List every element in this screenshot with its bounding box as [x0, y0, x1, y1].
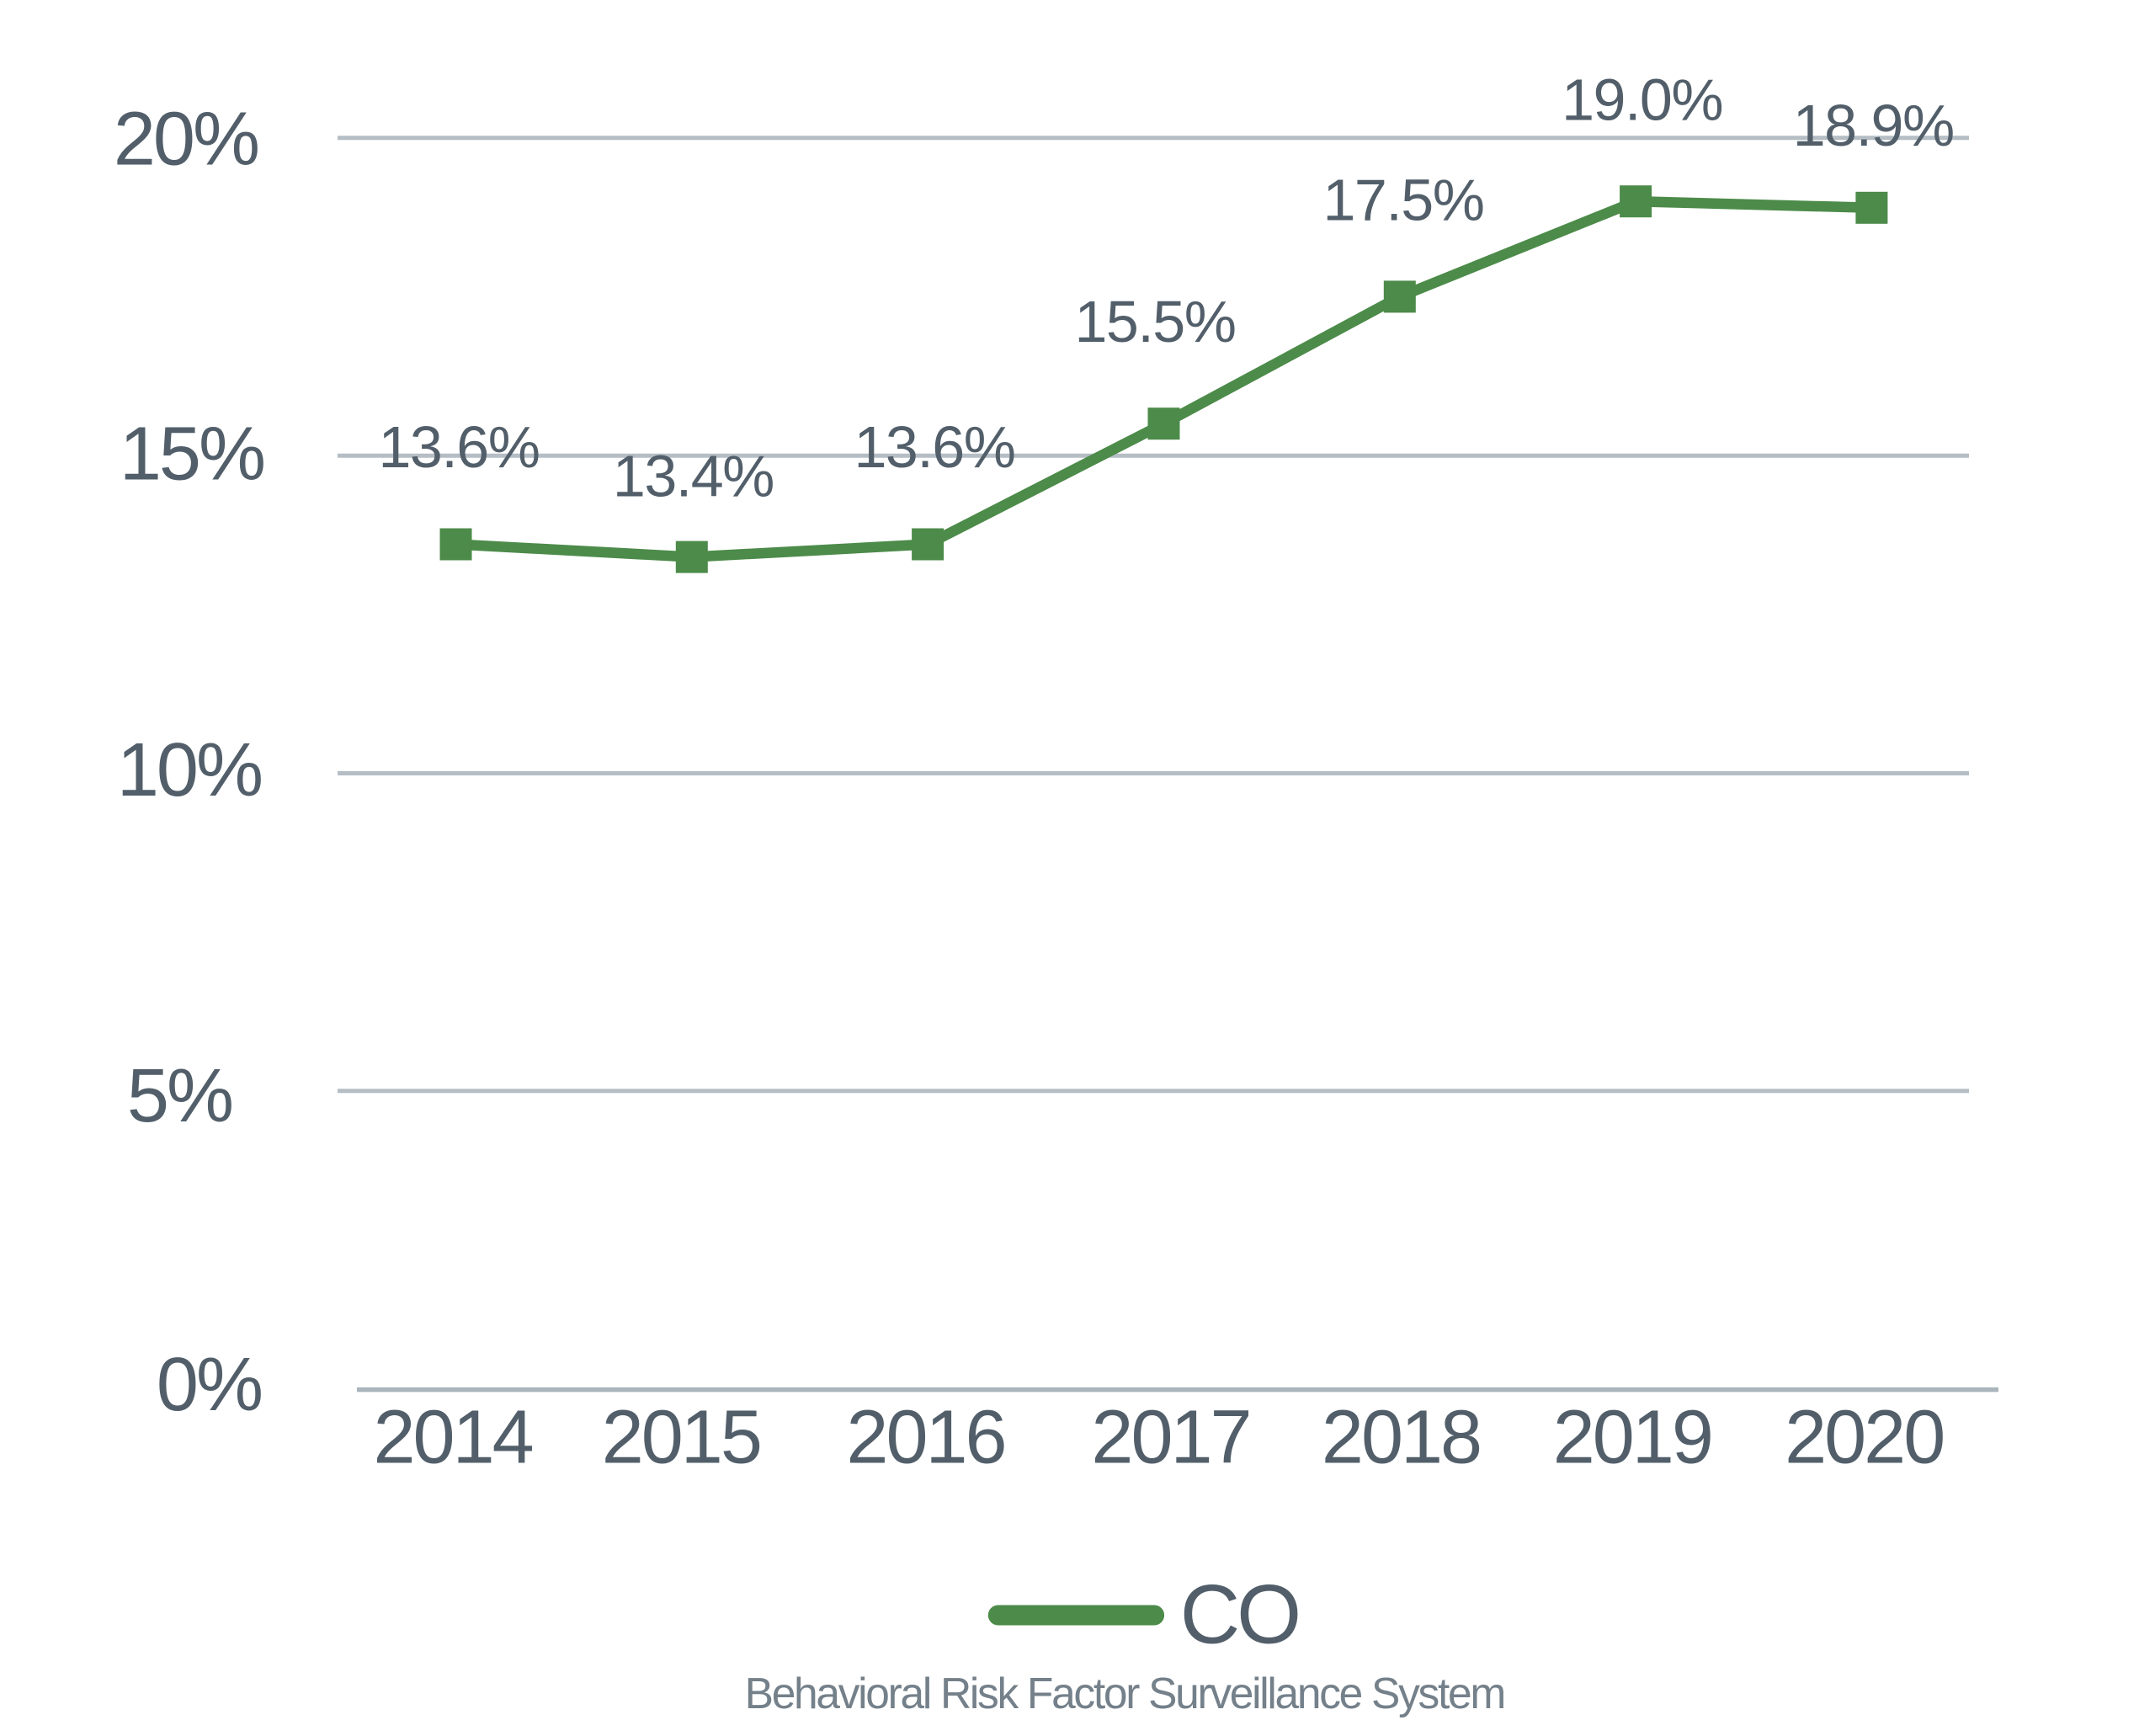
svg-text:2014: 2014 — [373, 1395, 532, 1479]
svg-text:2019: 2019 — [1553, 1395, 1711, 1479]
svg-text:13.6%: 13.6% — [854, 414, 1015, 480]
svg-text:5%: 5% — [127, 1054, 231, 1138]
svg-text:17.5%: 17.5% — [1323, 168, 1484, 233]
svg-text:2017: 2017 — [1091, 1395, 1249, 1479]
svg-text:Behavioral Risk Factor Surveil: Behavioral Risk Factor Surveillance Syst… — [745, 1669, 1504, 1717]
svg-text:15.5%: 15.5% — [1075, 289, 1236, 354]
svg-text:10%: 10% — [117, 728, 261, 812]
svg-text:13.4%: 13.4% — [613, 443, 774, 509]
svg-text:18.9%: 18.9% — [1793, 93, 1954, 158]
svg-text:19.0%: 19.0% — [1562, 67, 1722, 132]
svg-text:20%: 20% — [114, 98, 258, 182]
svg-text:2020: 2020 — [1785, 1395, 1943, 1479]
svg-text:13.6%: 13.6% — [379, 414, 540, 480]
svg-text:2018: 2018 — [1322, 1395, 1480, 1479]
svg-text:2015: 2015 — [602, 1395, 760, 1479]
svg-text:CO: CO — [1180, 1567, 1299, 1660]
svg-text:15%: 15% — [120, 413, 263, 497]
svg-text:2016: 2016 — [846, 1395, 1004, 1479]
svg-text:0%: 0% — [157, 1343, 261, 1427]
